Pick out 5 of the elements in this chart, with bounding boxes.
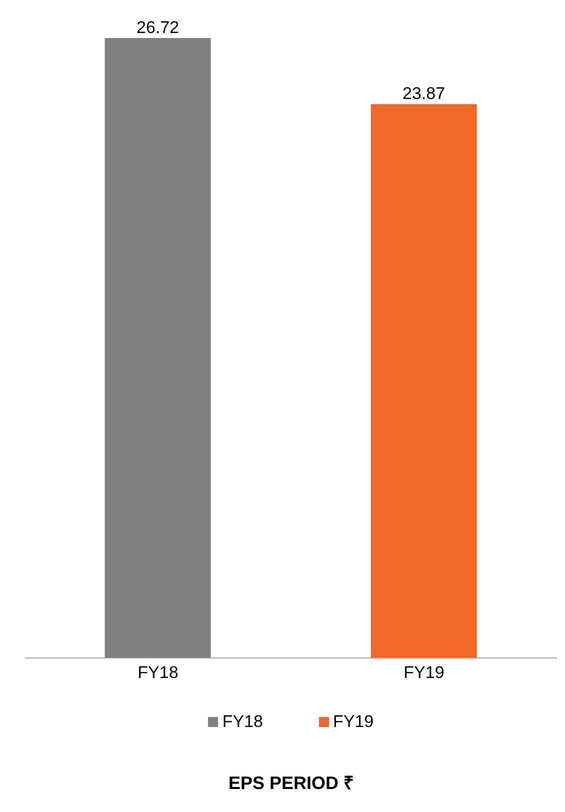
- legend-label: FY19: [333, 712, 374, 732]
- data-label: 23.87: [402, 84, 446, 104]
- data-label: 26.72: [136, 18, 180, 37]
- text: EPS PERIOD ₹: [227, 772, 355, 794]
- legend-label: FY18: [222, 712, 263, 732]
